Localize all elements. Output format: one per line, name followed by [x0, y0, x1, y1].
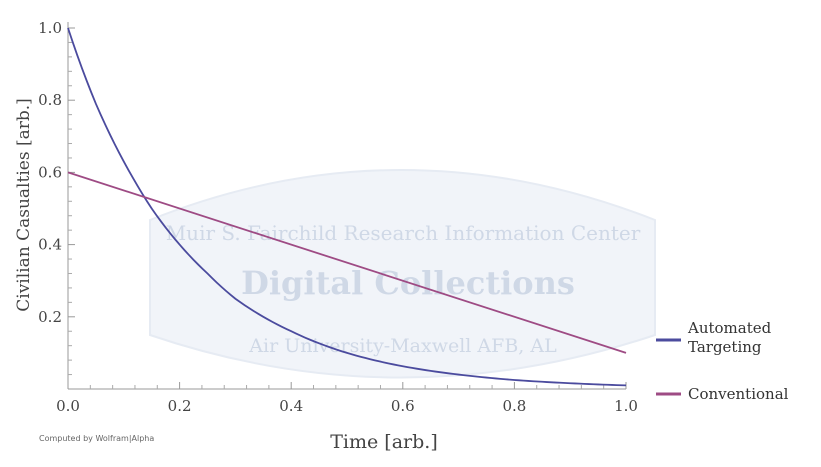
y-tick-label: 0.2: [38, 308, 62, 326]
legend-label: Conventional: [688, 385, 789, 403]
x-tick-label: 0.6: [391, 397, 415, 415]
y-tick-label: 0.8: [38, 91, 62, 109]
legend-label: Targeting: [688, 338, 762, 356]
y-axis-title: Civilian Casualties [arb.]: [14, 98, 34, 312]
ticks: [67, 27, 627, 389]
x-tick-label: 0.0: [56, 397, 80, 415]
watermark: Muir S. Fairchild Research Information C…: [149, 169, 656, 379]
axes: [67, 22, 626, 390]
legend-label: Automated: [687, 319, 772, 337]
y-tick-label: 1.0: [38, 19, 62, 37]
x-tick-label: 1.0: [614, 397, 638, 415]
watermark-line-3: Air University-Maxwell AFB, AL: [248, 335, 557, 357]
credit-text: Computed by Wolfram|Alpha: [39, 434, 154, 443]
watermark-line-1: Muir S. Fairchild Research Information C…: [166, 221, 641, 245]
x-tick-label: 0.8: [502, 397, 526, 415]
x-tick-label: 0.4: [279, 397, 303, 415]
y-tick-label: 0.4: [38, 236, 62, 254]
x-axis-title: Time [arb.]: [330, 431, 438, 453]
series-line-conventional: [67, 171, 627, 354]
watermark-shield: [149, 169, 656, 379]
series-group: [67, 27, 627, 387]
x-tick-label: 0.2: [168, 397, 192, 415]
tick-labels: 0.0 0.2 0.4 0.6 0.8 1.0 0.2 0.4 0.6 0.8 1.0: [38, 19, 638, 415]
y-tick-label: 0.6: [38, 163, 62, 181]
series-line-automated-targeting: [67, 27, 627, 387]
